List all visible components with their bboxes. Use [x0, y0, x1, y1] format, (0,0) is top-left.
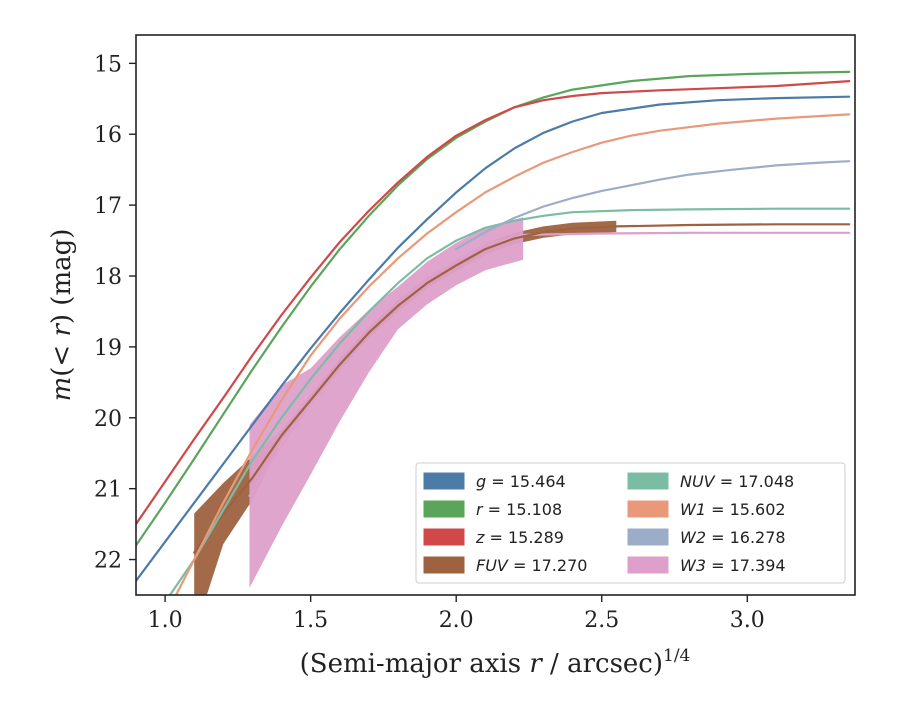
legend-value-FUV: = 17.270: [508, 556, 588, 575]
y-axis-label-lt: <: [47, 337, 77, 367]
plot-frame: [135, 34, 856, 596]
x-tick-label: 2.5: [584, 608, 619, 633]
series-line-g: [136, 95, 851, 582]
legend-label-FUV: FUV = 17.270: [476, 556, 587, 575]
x-tick-label: 1.0: [148, 608, 183, 633]
series-line-FUV: [193, 223, 851, 554]
series-line-z: [136, 80, 851, 526]
legend-value-r: = 15.108: [483, 500, 563, 519]
legend-var-r: r: [476, 500, 484, 519]
legend-var-NUV: NUV: [680, 472, 716, 491]
y-tick-label: 21: [94, 478, 122, 503]
legend-var-W2: W2: [680, 528, 706, 547]
legend-value-W3: = 17.394: [706, 556, 786, 575]
legend-swatch-W3: [627, 556, 669, 574]
legend-label-g: g = 15.464: [476, 472, 566, 491]
legend-var-g: g: [476, 472, 486, 491]
legend-value-g: = 15.464: [486, 472, 566, 491]
y-axis-label-close: ): [47, 314, 77, 324]
y-axis-label: m(< r) (mag): [47, 229, 77, 402]
y-axis-label-m: m: [47, 377, 77, 402]
x-axis-label-sup: 1/4: [663, 646, 690, 666]
legend-value-W1: = 15.602: [706, 500, 786, 519]
legend-label-z: z = 15.289: [475, 528, 564, 547]
legend-label-W3: W3 = 17.394: [680, 556, 786, 575]
x-axis-label-pre: (Semi-major axis: [300, 649, 530, 679]
legend-value-z: = 15.289: [484, 528, 564, 547]
series-line-W2: [455, 160, 851, 251]
legend-swatch-r: [423, 500, 465, 518]
x-axis-label-post: / arcsec): [542, 649, 663, 679]
y-tick-label: 19: [94, 336, 122, 361]
series-line-W3: [248, 231, 851, 497]
x-axis-label-var: r: [529, 649, 543, 679]
legend-label-NUV: NUV = 17.048: [680, 472, 794, 491]
legend-swatch-FUV: [423, 556, 465, 574]
legend-label-W2: W2 = 16.278: [680, 528, 786, 547]
y-axis-label-r: r: [47, 323, 77, 337]
legend-swatch-NUV: [627, 472, 669, 490]
y-tick-label: 16: [94, 123, 122, 148]
y-axis-label-open: (: [47, 367, 77, 377]
y-tick-label: 15: [94, 52, 122, 77]
legend-var-FUV: FUV: [476, 556, 509, 575]
y-axis-label-unit: (mag): [47, 229, 77, 314]
y-tick-label: 20: [94, 407, 122, 432]
x-tick-label: 1.5: [293, 608, 328, 633]
x-tick-label: 3.0: [730, 608, 765, 633]
series-line-r: [136, 70, 851, 547]
x-axis-label: (Semi-major axis r / arcsec)1/4: [300, 646, 691, 679]
legend-label-W1: W1 = 15.602: [680, 500, 786, 519]
x-tick-label: 2.0: [439, 608, 474, 633]
band-W3: [249, 217, 524, 588]
legend-value-NUV: = 17.048: [715, 472, 795, 491]
legend-swatch-W2: [627, 528, 669, 546]
legend-var-W3: W3: [680, 556, 706, 575]
legend-var-W1: W1: [680, 500, 706, 519]
series-line-W1: [174, 113, 851, 595]
legend-label-r: r = 15.108: [476, 500, 562, 519]
legend-value-W2: = 16.278: [706, 528, 786, 547]
legend-swatch-W1: [627, 500, 669, 518]
y-tick-label: 17: [94, 194, 122, 219]
legend-box: [415, 462, 846, 584]
legend-swatch-z: [423, 528, 465, 546]
y-tick-label: 18: [94, 265, 122, 290]
legend-swatch-g: [423, 472, 465, 490]
legend-var-z: z: [475, 528, 485, 547]
y-tick-label: 22: [94, 549, 122, 574]
series-line-NUV: [168, 207, 851, 595]
